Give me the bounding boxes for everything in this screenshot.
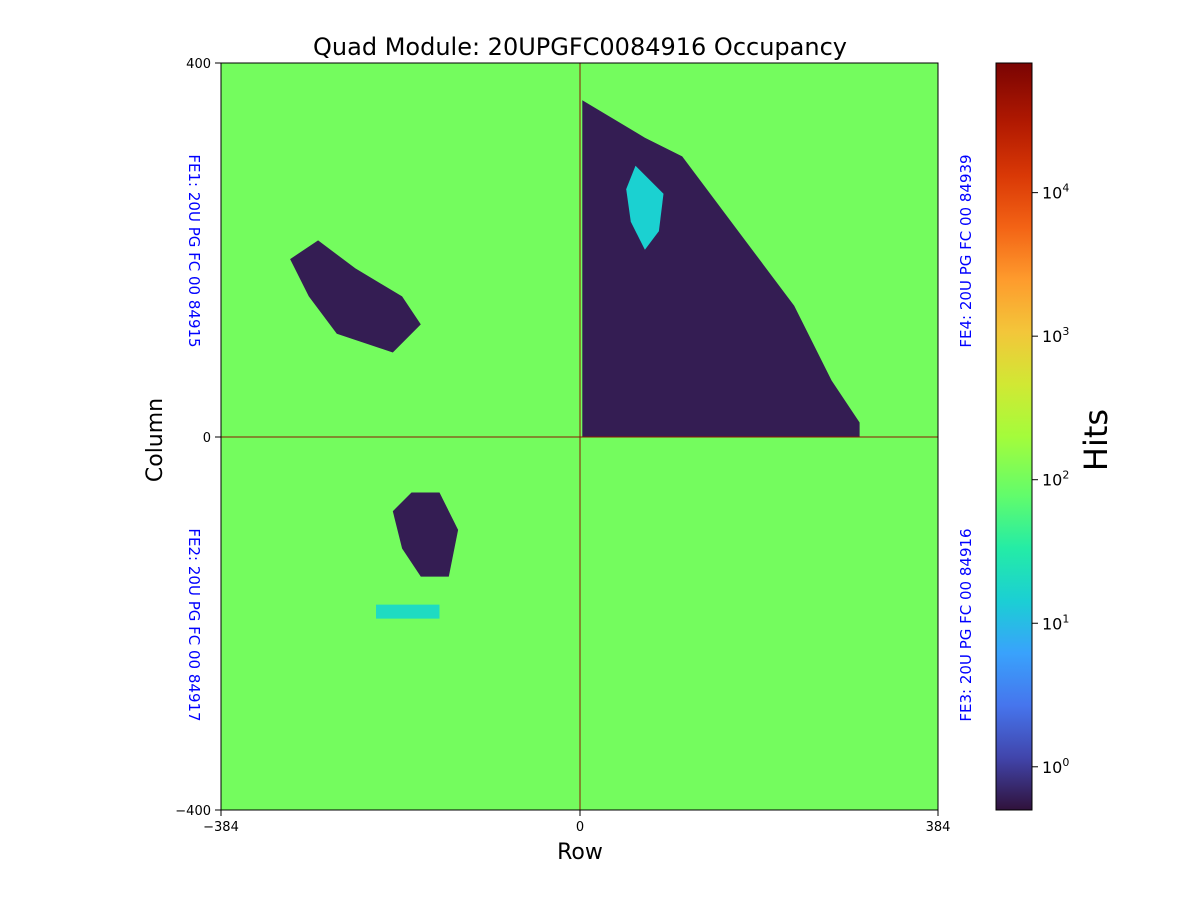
colorbar-tick-label-3: 103 [1042,325,1069,346]
low-occupancy-region-fe1 [290,240,421,353]
colorbar-tick-label-4: 104 [1042,182,1069,203]
chip-label-fe3: FE3: 20U PG FC 00 84916 [957,528,975,721]
chip-label-fe2: FE2: 20U PG FC 00 84917 [185,528,203,721]
y-axis: −400 0 400 Column [143,57,221,819]
colorbar-label: Hits [1077,409,1115,471]
elevated-region-fe2 [376,604,440,619]
elevated-region-fe4 [626,165,664,250]
colorbar-tick-label-1: 101 [1042,612,1069,633]
y-axis-label: Column [143,398,168,482]
y-tick-label-2: 400 [186,57,211,72]
colorbar-tick-label-0: 100 [1042,756,1069,777]
colorbar-gradient [995,62,1033,811]
heatmap-plot-area [221,63,938,810]
colorbar-tick-label-2: 102 [1042,469,1069,490]
x-axis: −384 0 384 Row [203,810,950,865]
chip-label-fe1: FE1: 20U PG FC 00 84915 [185,154,203,347]
colorbar: 100 101 102 103 104 Hits [995,62,1115,811]
x-tick-label-1: 0 [576,820,584,835]
low-occupancy-region-fe2 [392,492,459,577]
colorbar-ticks: 100 101 102 103 104 [1032,182,1069,777]
chip-label-fe4: FE4: 20U PG FC 00 84939 [957,154,975,347]
heatmap-regions [290,100,860,619]
y-tick-label-0: −400 [175,804,211,819]
chart-title: Quad Module: 20UPGFC0084916 Occupancy [313,33,847,61]
x-axis-label: Row [557,840,603,865]
y-tick-label-1: 0 [203,431,211,446]
x-tick-label-0: −384 [203,820,239,835]
x-tick-label-2: 384 [926,820,951,835]
